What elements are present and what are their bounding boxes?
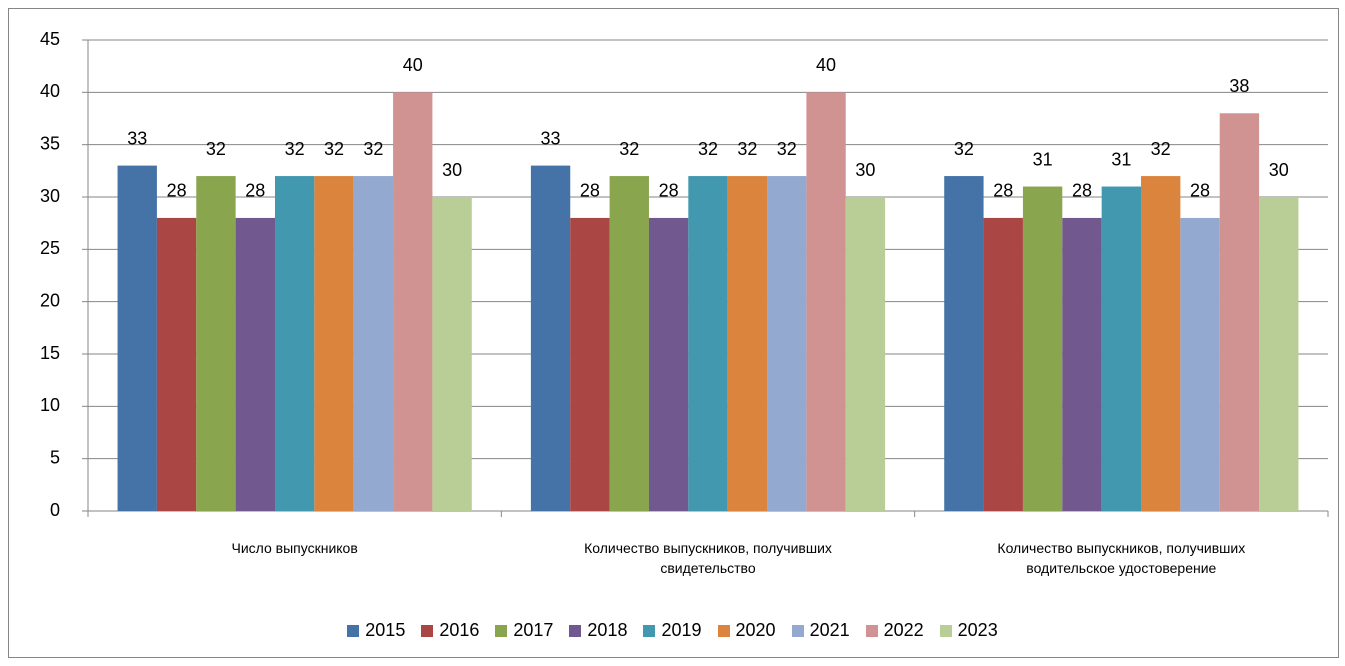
bar bbox=[1062, 217, 1102, 511]
legend-swatch bbox=[643, 624, 656, 637]
legend-swatch bbox=[791, 624, 804, 637]
x-tick-label: Количество выпускников, получивших водит… bbox=[997, 540, 1246, 576]
data-label: 28 bbox=[580, 181, 600, 201]
bar bbox=[156, 217, 197, 511]
legend-item: 2015 bbox=[347, 620, 405, 641]
data-label: 28 bbox=[167, 181, 187, 201]
legend-swatch bbox=[421, 624, 434, 637]
bar bbox=[1180, 217, 1220, 511]
data-label: 32 bbox=[954, 139, 974, 159]
data-label: 31 bbox=[1033, 149, 1053, 169]
data-label: 30 bbox=[1269, 160, 1289, 180]
legend-swatch bbox=[717, 624, 730, 637]
y-tick-label: 5 bbox=[50, 447, 60, 467]
data-label: 32 bbox=[206, 139, 226, 159]
data-label: 28 bbox=[245, 181, 265, 201]
data-label: 30 bbox=[855, 160, 875, 180]
bar bbox=[806, 92, 846, 511]
legend-item: 2017 bbox=[495, 620, 553, 641]
y-tick-label: 35 bbox=[40, 133, 60, 153]
bar bbox=[393, 92, 433, 511]
y-tick-label: 0 bbox=[50, 500, 60, 520]
bar bbox=[727, 176, 768, 512]
legend-label: 2023 bbox=[957, 620, 998, 640]
legend-swatch bbox=[569, 624, 582, 637]
data-label: 38 bbox=[1229, 76, 1249, 96]
bar bbox=[1022, 186, 1063, 512]
y-tick-label: 20 bbox=[40, 290, 60, 310]
legend-item: 2018 bbox=[569, 620, 627, 641]
bar bbox=[983, 217, 1023, 511]
data-label: 31 bbox=[1111, 149, 1131, 169]
bar bbox=[1141, 176, 1181, 512]
legend-label: 2017 bbox=[513, 620, 554, 640]
legend-label: 2018 bbox=[587, 620, 628, 640]
data-label: 32 bbox=[363, 139, 383, 159]
x-tick-label: Число выпускников bbox=[231, 540, 358, 556]
legend-item: 2019 bbox=[643, 620, 702, 641]
bar bbox=[1101, 186, 1142, 512]
legend-item: 2023 bbox=[939, 620, 998, 641]
y-tick-label: 10 bbox=[40, 395, 60, 415]
legend-label: 2021 bbox=[809, 620, 850, 640]
data-label: 32 bbox=[324, 139, 344, 159]
bar bbox=[196, 176, 236, 512]
bar bbox=[432, 197, 472, 511]
chart-border bbox=[8, 8, 1339, 658]
data-label: 40 bbox=[403, 55, 423, 75]
legend-label: 2020 bbox=[735, 620, 776, 640]
legend-label: 2022 bbox=[883, 620, 924, 640]
x-tick-label: Количество выпускников, получивших свиде… bbox=[584, 540, 832, 576]
bar bbox=[944, 176, 984, 512]
legend-swatch bbox=[347, 624, 360, 637]
legend-label: 2015 bbox=[365, 620, 406, 640]
data-label: 32 bbox=[698, 139, 718, 159]
data-label: 28 bbox=[1072, 181, 1092, 201]
bar bbox=[688, 176, 728, 512]
bar bbox=[1219, 113, 1260, 512]
bar bbox=[530, 165, 571, 511]
data-label: 28 bbox=[993, 181, 1013, 201]
legend-item: 2016 bbox=[421, 620, 479, 641]
bar bbox=[767, 176, 807, 512]
data-label: 33 bbox=[127, 128, 147, 148]
legend: 2015 2016 2017 2018 2019 2020 2021 2022 2023 bbox=[0, 620, 1345, 641]
data-label: 28 bbox=[659, 181, 679, 201]
data-label: 32 bbox=[285, 139, 305, 159]
data-label: 32 bbox=[619, 139, 639, 159]
y-tick-label: 25 bbox=[40, 238, 60, 258]
legend-swatch bbox=[495, 624, 508, 637]
legend-swatch bbox=[939, 624, 952, 637]
bar bbox=[1259, 197, 1299, 511]
legend-label: 2016 bbox=[439, 620, 480, 640]
legend-label: 2019 bbox=[661, 620, 702, 640]
bar bbox=[117, 165, 157, 511]
legend-item: 2022 bbox=[865, 620, 924, 641]
data-label: 32 bbox=[1151, 139, 1171, 159]
bar bbox=[274, 176, 315, 512]
legend-item: 2021 bbox=[791, 620, 850, 641]
bar bbox=[235, 217, 275, 511]
data-label: 28 bbox=[1190, 181, 1210, 201]
y-tick-label: 15 bbox=[40, 343, 60, 363]
data-label: 32 bbox=[777, 139, 797, 159]
data-label: 32 bbox=[737, 139, 757, 159]
bar bbox=[648, 217, 689, 511]
y-tick-label: 45 bbox=[40, 29, 60, 49]
y-tick-label: 30 bbox=[40, 186, 60, 206]
data-label: 30 bbox=[442, 160, 462, 180]
data-label: 33 bbox=[541, 128, 561, 148]
legend-item: 2020 bbox=[717, 620, 776, 641]
bar bbox=[353, 176, 394, 512]
y-tick-label: 40 bbox=[40, 81, 60, 101]
bar bbox=[314, 176, 354, 512]
bar bbox=[570, 217, 610, 511]
legend-swatch bbox=[865, 624, 878, 637]
bar bbox=[845, 197, 886, 511]
bar bbox=[609, 176, 649, 512]
data-label: 40 bbox=[816, 55, 836, 75]
